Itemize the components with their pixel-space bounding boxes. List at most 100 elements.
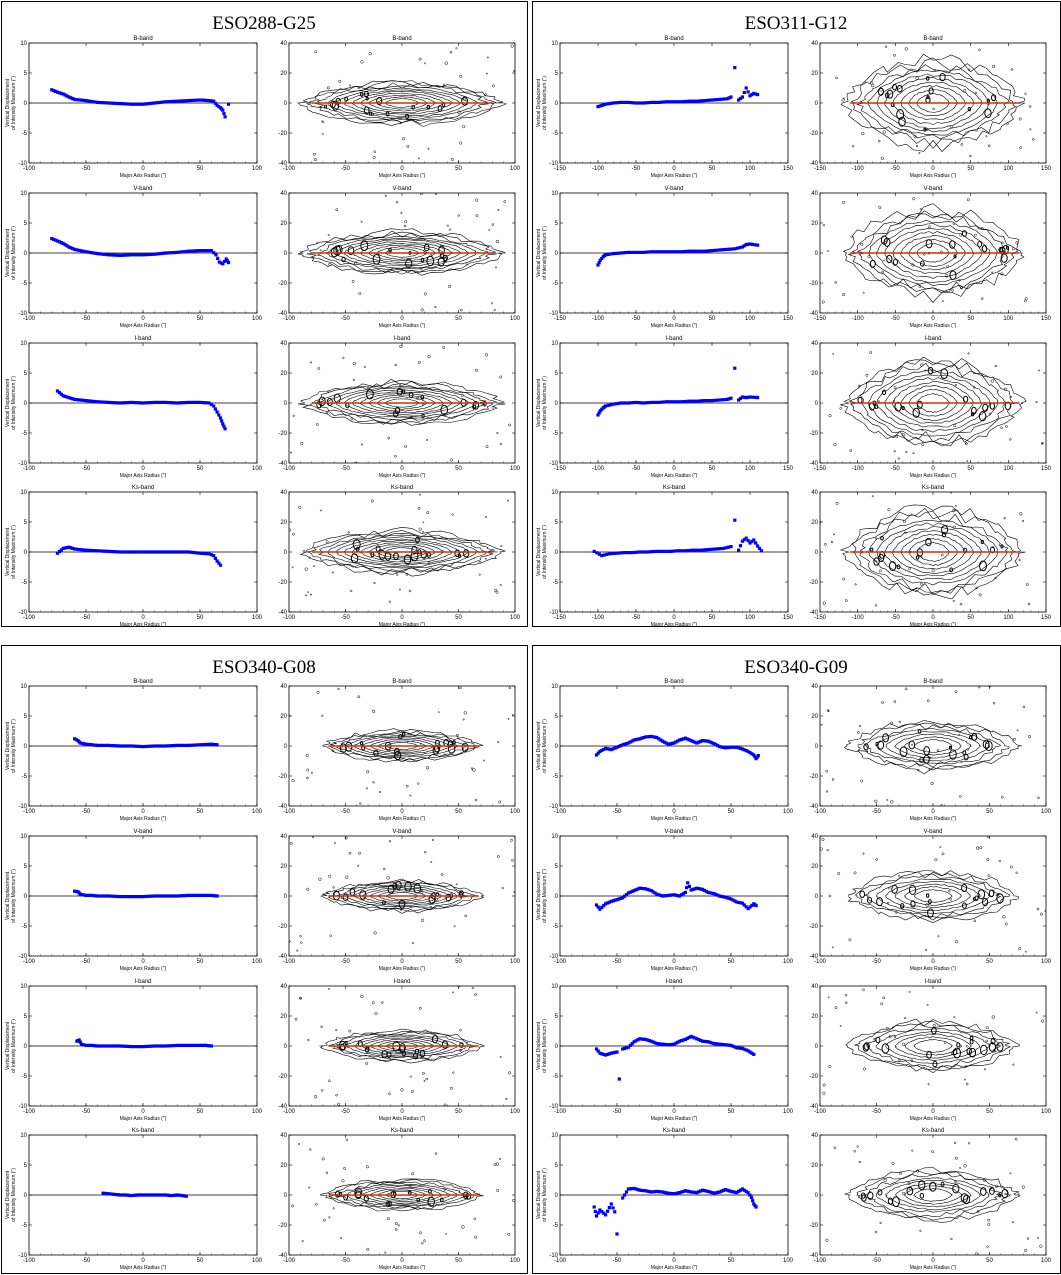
data-point <box>636 737 640 741</box>
data-point <box>114 1044 118 1048</box>
data-point <box>159 1044 163 1048</box>
data-point <box>212 404 216 408</box>
data-point <box>611 402 615 406</box>
y-axis-label: Vertical Displacement <box>5 78 11 127</box>
data-point <box>59 548 63 552</box>
data-point <box>100 252 104 256</box>
y-tick-label: -20 <box>809 580 818 586</box>
data-point <box>164 744 168 748</box>
contour-knot <box>364 1046 370 1053</box>
contour-knot <box>359 890 367 900</box>
x-tick-label: -100 <box>23 809 36 815</box>
data-point <box>130 102 134 106</box>
plot-area <box>560 66 788 109</box>
isophote-contour <box>855 64 1010 140</box>
y-tick-label: -10 <box>18 804 27 810</box>
data-point <box>634 101 638 105</box>
noise-contour <box>313 1095 318 1099</box>
x-tick-label: -150 <box>814 466 827 472</box>
x-tick-label: 150 <box>1041 166 1052 172</box>
x-tick-label: -50 <box>341 1258 350 1264</box>
noise-contour <box>973 919 977 923</box>
data-point <box>191 98 195 102</box>
noise-contour <box>365 787 368 790</box>
data-point <box>187 1043 191 1047</box>
data-point <box>57 91 61 95</box>
data-point <box>150 101 154 105</box>
noise-contour <box>343 1167 346 1170</box>
data-point <box>685 737 689 741</box>
y-tick-label: -5 <box>22 281 28 287</box>
noise-contour <box>307 1039 310 1042</box>
band-title: Ks-band <box>391 485 413 491</box>
noise-contour <box>904 687 908 691</box>
noise-contour <box>475 198 479 202</box>
data-point <box>118 1044 122 1048</box>
data-point <box>751 1199 755 1203</box>
data-point <box>653 1190 657 1194</box>
data-point <box>75 98 79 102</box>
data-point <box>744 1048 748 1052</box>
noise-contour <box>491 84 495 88</box>
noise-contour <box>899 1171 903 1175</box>
x-tick-label: -100 <box>23 1258 36 1264</box>
noise-contour <box>374 1011 378 1015</box>
data-point <box>168 401 172 405</box>
y-tick-label: -40 <box>278 161 287 167</box>
noise-contour <box>839 407 843 410</box>
noise-contour <box>487 56 489 59</box>
data-point <box>207 742 211 746</box>
data-point <box>735 900 739 904</box>
contour-knot <box>866 896 873 904</box>
noise-contour <box>394 454 397 458</box>
x-tick-label: 0 <box>400 615 404 621</box>
data-point <box>659 1190 663 1194</box>
noise-contour <box>871 84 875 88</box>
contour-knot <box>420 257 425 263</box>
x-tick-label: -50 <box>613 1109 622 1115</box>
noise-contour <box>1015 871 1018 874</box>
noise-contour <box>306 768 310 772</box>
noise-contour <box>1004 922 1008 926</box>
data-point <box>681 737 686 741</box>
x-axis-label: Major Axis Radius (") <box>379 1116 426 1122</box>
data-point <box>744 86 748 90</box>
noise-contour <box>419 1231 423 1235</box>
x-tick-label: -100 <box>23 466 36 472</box>
data-point <box>596 263 600 267</box>
data-point <box>78 892 82 896</box>
data-point <box>661 1042 665 1046</box>
band-title: V-band <box>392 186 411 192</box>
y-tick-label: -5 <box>22 924 28 930</box>
data-point <box>674 1041 678 1045</box>
data-point <box>629 250 633 254</box>
contour-knot <box>421 413 425 419</box>
contour-knot <box>438 245 445 255</box>
data-point <box>718 1042 722 1046</box>
data-point <box>630 889 634 893</box>
x-axis-label: Major Axis Radius (") <box>651 622 698 628</box>
data-point <box>721 895 725 899</box>
noise-contour <box>475 214 479 217</box>
displacement-plot: B-band-150 -100 -50 0 50 100 150-10-50510Major… <box>536 36 794 179</box>
data-point <box>100 400 104 404</box>
noise-contour <box>931 1150 935 1154</box>
plot-area <box>297 193 507 312</box>
x-tick-label: -100 <box>23 959 36 965</box>
x-tick-label: -100 <box>283 166 296 172</box>
data-point <box>631 101 636 105</box>
x-tick-label: -150 <box>554 466 567 472</box>
data-point <box>175 1043 179 1047</box>
noise-contour <box>419 193 423 196</box>
data-point <box>654 250 658 254</box>
noise-contour <box>292 414 295 417</box>
data-point <box>727 1189 731 1193</box>
x-axis-label: Major Axis Radius (") <box>379 1265 426 1271</box>
contour-knot <box>347 246 355 256</box>
data-point <box>737 1046 741 1050</box>
noise-contour <box>967 68 971 71</box>
noise-contour <box>1006 122 1009 125</box>
data-point <box>189 550 193 554</box>
data-point <box>721 546 725 550</box>
contour-knot <box>420 550 427 559</box>
